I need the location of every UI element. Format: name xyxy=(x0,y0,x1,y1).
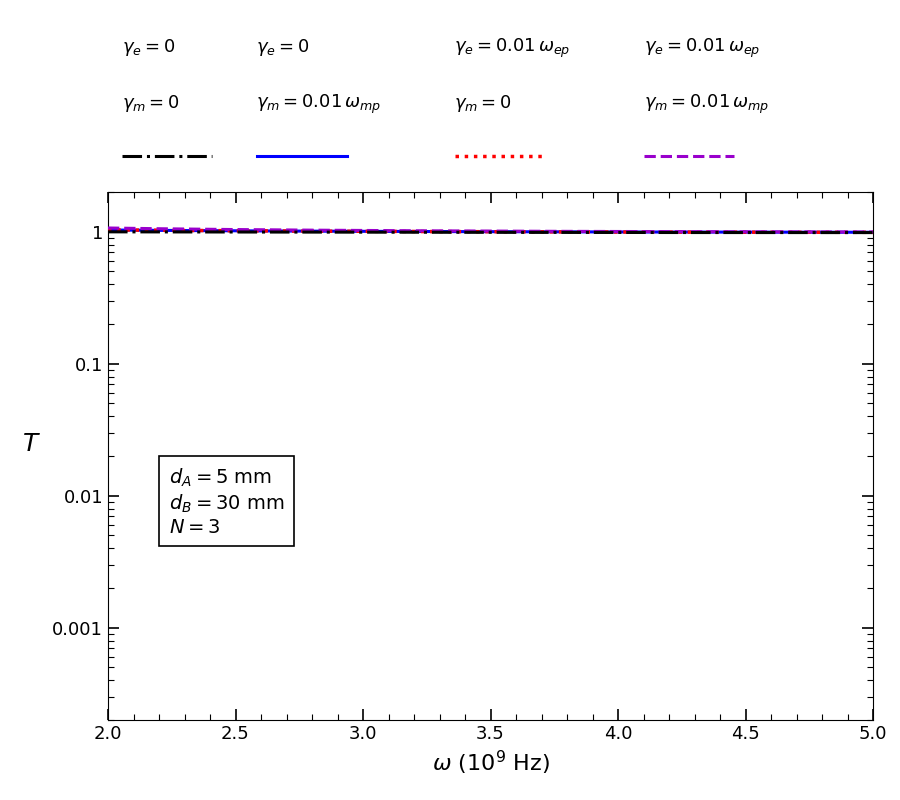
Text: $\gamma_e = 0.01\,\omega_{ep}$: $\gamma_e = 0.01\,\omega_{ep}$ xyxy=(454,36,571,60)
Text: $\gamma_e = 0$: $\gamma_e = 0$ xyxy=(122,38,175,58)
Y-axis label: $T$: $T$ xyxy=(22,432,40,456)
Text: $\gamma_m = 0.01\,\omega_{mp}$: $\gamma_m = 0.01\,\omega_{mp}$ xyxy=(256,92,382,115)
Text: $d_A = 5$ mm
$d_B = 30$ mm
$N = 3$: $d_A = 5$ mm $d_B = 30$ mm $N = 3$ xyxy=(169,466,284,537)
Text: $\gamma_m = 0$: $\gamma_m = 0$ xyxy=(122,94,179,114)
Text: $\gamma_e = 0$: $\gamma_e = 0$ xyxy=(256,38,310,58)
Text: $\gamma_m = 0$: $\gamma_m = 0$ xyxy=(454,94,512,114)
X-axis label: $\omega\ (10^9\ \mathrm{Hz})$: $\omega\ (10^9\ \mathrm{Hz})$ xyxy=(431,749,550,777)
Text: $\gamma_m = 0.01\,\omega_{mp}$: $\gamma_m = 0.01\,\omega_{mp}$ xyxy=(644,92,769,115)
Text: $\gamma_e = 0.01\,\omega_{ep}$: $\gamma_e = 0.01\,\omega_{ep}$ xyxy=(644,36,760,60)
